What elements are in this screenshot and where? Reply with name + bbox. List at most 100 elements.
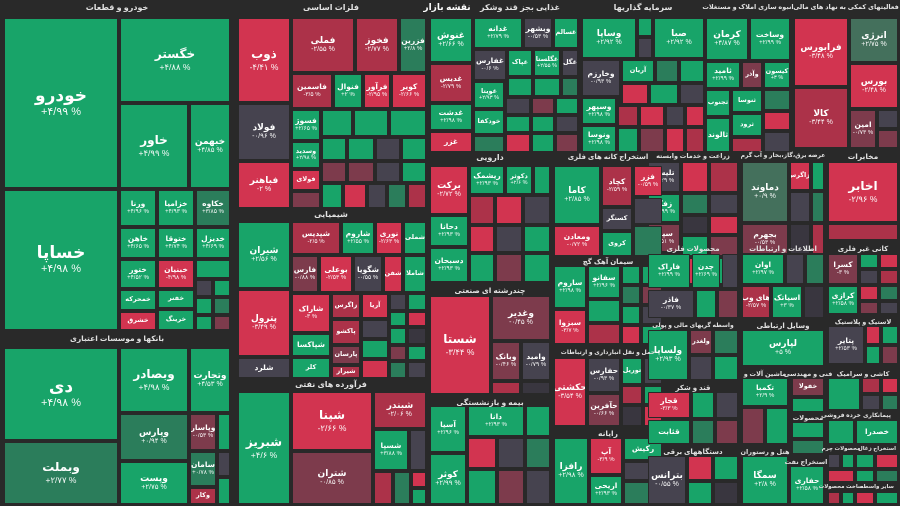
tile-دی[interactable]: دی +۴/۹۸ % xyxy=(4,348,118,440)
tile-cell[interactable] xyxy=(556,98,578,114)
tile-cell[interactable] xyxy=(688,456,712,480)
tile-شفن[interactable]: شفن xyxy=(384,256,402,292)
tile-cell[interactable] xyxy=(526,470,550,504)
tile-cell[interactable] xyxy=(640,106,664,126)
tile-تکمبا[interactable]: تکمبا +۲/۹ % xyxy=(742,378,788,406)
tile-cell[interactable] xyxy=(214,316,230,330)
tile-خرینگ[interactable]: خرینگ xyxy=(158,310,194,330)
tile-cell[interactable] xyxy=(368,184,386,208)
tile-غدشت[interactable]: غدشت +۲/۹۸ % xyxy=(430,104,472,130)
tile-شیراز[interactable]: شیراز xyxy=(332,366,360,378)
tile-cell[interactable] xyxy=(714,456,738,480)
tile-cell[interactable] xyxy=(496,196,522,224)
tile-کلر[interactable]: کلر xyxy=(292,358,330,378)
tile-غسالم[interactable]: غسالم xyxy=(554,18,578,48)
tile-توریل[interactable]: توریل xyxy=(622,358,642,384)
tile-cell[interactable] xyxy=(842,454,854,468)
tile-ساروم[interactable]: ساروم +۲/۹۸ % xyxy=(554,266,586,308)
tile-cell[interactable] xyxy=(882,326,898,344)
tile-خمحرکه[interactable]: خمحرکه xyxy=(120,290,156,310)
tile-ونوسا[interactable]: ونوسا +۲/۹۸ % xyxy=(582,126,616,152)
tile-خبنیان[interactable]: خبنیان -۴/۹۸ % xyxy=(158,260,194,288)
tile-رافزا[interactable]: رافزا +۲/۹۸ % xyxy=(554,438,588,504)
tile-cell[interactable] xyxy=(634,198,662,224)
tile-خاور[interactable]: خاور +۴/۹۹ % xyxy=(120,104,188,188)
tile-cell[interactable] xyxy=(732,138,762,152)
tile-cell[interactable] xyxy=(588,300,620,322)
tile-cell[interactable] xyxy=(764,132,790,152)
tile-cell[interactable] xyxy=(842,492,854,504)
tile-وبصادر[interactable]: وبصادر +۴/۹۸ % xyxy=(120,348,188,412)
tile-cell[interactable] xyxy=(622,326,640,344)
tile-کروی[interactable]: کروی xyxy=(602,232,632,256)
tile-cell[interactable] xyxy=(196,298,212,314)
tile-cell[interactable] xyxy=(362,340,388,358)
tile-بوعلی[interactable]: بوعلی -۲/۵۳ % xyxy=(320,256,352,292)
tile-برکت[interactable]: برکت -۲/۷۲ % xyxy=(430,166,468,214)
tile-ثالوند[interactable]: ثالوند xyxy=(706,118,730,152)
tile-cell[interactable] xyxy=(696,290,716,318)
tile-فارس[interactable]: فارس -۰/۸۸ % xyxy=(292,256,318,292)
tile-اوان[interactable]: اوان +۲/۹۷ % xyxy=(742,254,784,284)
tile-cell[interactable] xyxy=(690,356,712,380)
tile-cell[interactable] xyxy=(828,420,854,444)
tile-cell[interactable] xyxy=(524,254,550,282)
tile-cell[interactable] xyxy=(650,84,678,104)
tile-شسپا[interactable]: شسپا +۳/۸۸ % xyxy=(374,430,408,470)
tile-cell[interactable] xyxy=(506,98,530,114)
tile-cell[interactable] xyxy=(470,196,494,224)
tile-غنوش[interactable]: غنوش +۲/۶۶ % xyxy=(430,18,472,62)
tile-cell[interactable] xyxy=(492,382,520,394)
tile-وسپهر[interactable]: وسپهر +۲/۹۸ % xyxy=(582,98,616,124)
tile-cell[interactable] xyxy=(214,280,230,296)
tile-cell[interactable] xyxy=(764,90,790,110)
tile-وسدید[interactable]: وسدید +۲/۹۸ % xyxy=(292,142,320,168)
tile-بجهرم[interactable]: بجهرم -۰/۵۳ % xyxy=(742,224,788,254)
tile-زاگرس[interactable]: زاگرس xyxy=(332,294,360,318)
tile-ثرود[interactable]: ثرود xyxy=(732,114,762,136)
tile-cell[interactable] xyxy=(394,472,410,504)
tile-وساپا[interactable]: وساپا +۲/۹۲ % xyxy=(582,18,636,58)
tile-بزاگرس[interactable]: بزاگرس xyxy=(790,162,810,190)
tile-cell[interactable] xyxy=(878,110,898,128)
tile-cell[interactable] xyxy=(470,226,494,252)
tile-قثابت[interactable]: قثابت xyxy=(648,420,690,444)
tile-cell[interactable] xyxy=(682,194,708,214)
tile-کچاد[interactable]: کچاد -۲/۵۹ % xyxy=(602,166,632,206)
tile-پاکشو[interactable]: پاکشو xyxy=(332,320,360,344)
tile-دکوثر[interactable]: دکوثر +۲/۶ % xyxy=(506,166,532,194)
tile-صبا[interactable]: صبا +۲/۹۲ % xyxy=(654,18,704,58)
tile-سامان[interactable]: سامان +۰/۷۸ % xyxy=(190,452,216,486)
tile-cell[interactable] xyxy=(534,78,560,96)
tile-cell[interactable] xyxy=(526,438,550,468)
tile-cell[interactable] xyxy=(344,184,366,208)
tile-cell[interactable] xyxy=(692,420,714,444)
tile-شاملا[interactable]: شاملا xyxy=(404,256,426,292)
tile-cell[interactable] xyxy=(786,254,804,284)
tile-cell[interactable] xyxy=(322,162,346,182)
tile-cell[interactable] xyxy=(656,60,678,82)
tile-cell[interactable] xyxy=(860,254,878,268)
tile-فملی[interactable]: فملی -۲/۵۵ % xyxy=(292,18,354,72)
tile-cell[interactable] xyxy=(682,162,708,192)
tile-cell[interactable] xyxy=(524,226,550,252)
tile-وغدیر[interactable]: وغدیر -۰/۴۵ % xyxy=(492,296,550,340)
tile-cell[interactable] xyxy=(764,112,790,130)
tile-شلرد[interactable]: شلرد xyxy=(238,358,290,378)
tile-cell[interactable] xyxy=(622,286,640,304)
tile-cell[interactable] xyxy=(680,84,704,104)
tile-ختوقا[interactable]: ختوقا +۴/۷۴ % xyxy=(158,228,194,258)
tile-کرازی[interactable]: کرازی +۲/۵۸ % xyxy=(828,286,858,314)
tile-ختور[interactable]: ختور +۴/۵۲ % xyxy=(120,260,156,288)
tile-وساخت[interactable]: وساخت +۲/۹۹ % xyxy=(750,18,790,60)
tile-شاروم[interactable]: شاروم +۲/۵۵ % xyxy=(342,222,374,254)
tile-cell[interactable] xyxy=(468,470,496,504)
tile-cell[interactable] xyxy=(714,482,738,504)
tile-اریحی[interactable]: اریحی +۲/۹۳ % xyxy=(590,476,622,504)
tile-cell[interactable] xyxy=(716,392,738,418)
tile-cell[interactable] xyxy=(362,320,388,338)
tile-cell[interactable] xyxy=(692,392,714,418)
tile-اسیاتک[interactable]: اسیاتک +۳ % xyxy=(772,286,802,318)
tile-cell[interactable] xyxy=(196,280,212,296)
tile-فولای[interactable]: فولای xyxy=(292,170,320,190)
